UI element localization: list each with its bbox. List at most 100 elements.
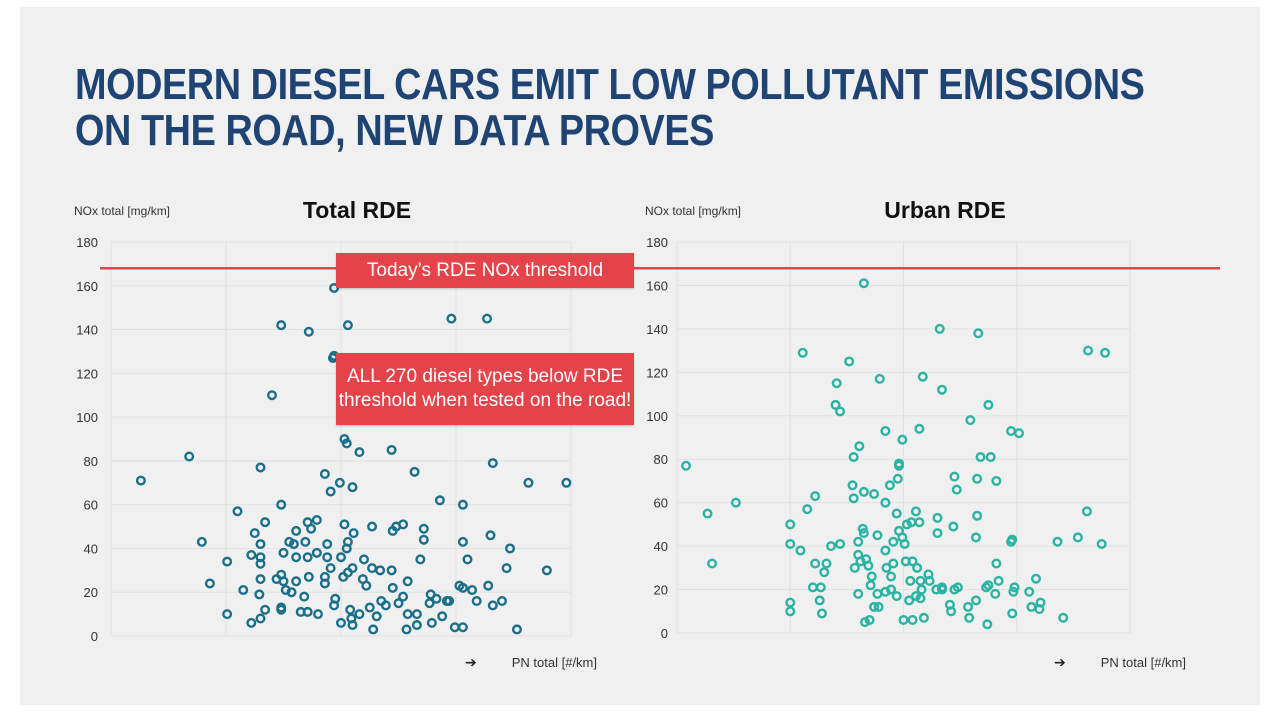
data-point (255, 613, 266, 624)
data-point (339, 519, 350, 530)
data-point (336, 552, 347, 563)
data-point (255, 462, 266, 473)
data-point (299, 591, 310, 602)
data-point (303, 326, 314, 337)
data-point (1058, 612, 1069, 623)
data-point (917, 371, 928, 382)
data-point (965, 415, 976, 426)
data-point (311, 547, 322, 558)
y-tick-label: 80 (654, 452, 668, 467)
data-point (291, 576, 302, 587)
data-point (858, 486, 869, 497)
data-point (276, 320, 287, 331)
data-point (446, 313, 457, 324)
data-point (937, 582, 948, 593)
x-axis-label: PN total [#/km] (1101, 655, 1186, 670)
data-point (313, 609, 324, 620)
data-point (990, 588, 1001, 599)
y-tick-label: 140 (646, 322, 668, 337)
data-point (835, 538, 846, 549)
data-point (485, 530, 496, 541)
y-tick-label: 160 (646, 278, 668, 293)
data-point (278, 547, 289, 558)
data-point (905, 575, 916, 586)
data-point (915, 593, 926, 604)
data-point (354, 447, 365, 458)
data-point (858, 528, 869, 539)
data-point (342, 536, 353, 547)
data-point (932, 528, 943, 539)
data-point (334, 477, 345, 488)
data-point (880, 545, 891, 556)
data-point (232, 506, 243, 517)
data-point (985, 452, 996, 463)
data-point (457, 536, 468, 547)
data-point (815, 582, 826, 593)
data-point (972, 473, 983, 484)
data-point (888, 558, 899, 569)
data-point (386, 565, 397, 576)
data-point (897, 434, 908, 445)
data-point (807, 582, 818, 593)
data-point (255, 574, 266, 585)
data-point (854, 441, 865, 452)
data-point (345, 604, 356, 615)
data-point (907, 614, 918, 625)
data-point (916, 584, 927, 595)
data-point (311, 514, 322, 525)
data-point (487, 600, 498, 611)
data-point (898, 614, 909, 625)
data-point (970, 532, 981, 543)
data-point (457, 499, 468, 510)
data-point (907, 556, 918, 567)
data-point (387, 582, 398, 593)
data-point (886, 571, 897, 582)
data-point (260, 517, 271, 528)
data-point (354, 609, 365, 620)
data-point (830, 399, 841, 410)
headline: MODERN DIESEL CARS EMIT LOW POLLUTANT EM… (75, 62, 1145, 154)
data-point (267, 390, 278, 401)
data-point (810, 491, 821, 502)
data-point (847, 480, 858, 491)
data-point (541, 565, 552, 576)
data-point (785, 606, 796, 617)
data-point (880, 497, 891, 508)
y-tick-label: 120 (646, 365, 668, 380)
y-tick-label: 40 (654, 539, 668, 554)
data-point (1072, 532, 1083, 543)
y-tick-label: 180 (646, 235, 668, 250)
y-tick-label: 20 (654, 583, 668, 598)
data-point (1100, 347, 1111, 358)
data-point (874, 373, 885, 384)
data-point (457, 622, 468, 633)
data-point (434, 495, 445, 506)
data-point (444, 595, 455, 606)
data-point (342, 320, 353, 331)
data-point (864, 614, 875, 625)
data-point (1014, 428, 1025, 439)
data-point (904, 595, 915, 606)
arrow-right-icon: ➔ (1054, 655, 1066, 671)
data-point (795, 545, 806, 556)
y-axis-label: NOx total [mg/km] (74, 204, 170, 218)
data-point (401, 624, 412, 635)
data-point (319, 571, 330, 582)
all-below-threshold-callout: ALL 270 diesel types below RDE threshold… (336, 353, 634, 425)
data-point (367, 563, 378, 574)
arrow-right-icon: ➔ (465, 655, 477, 671)
data-point (707, 558, 718, 569)
data-point (291, 525, 302, 536)
data-point (914, 423, 925, 434)
data-point (881, 562, 892, 573)
data-point (1026, 601, 1037, 612)
data-point (402, 576, 413, 587)
data-point (483, 580, 494, 591)
data-point (184, 451, 195, 462)
data-point (364, 602, 375, 613)
data-point (418, 534, 429, 545)
data-point (347, 482, 358, 493)
data-point (222, 556, 233, 567)
data-point (319, 469, 330, 480)
data-point (398, 591, 409, 602)
